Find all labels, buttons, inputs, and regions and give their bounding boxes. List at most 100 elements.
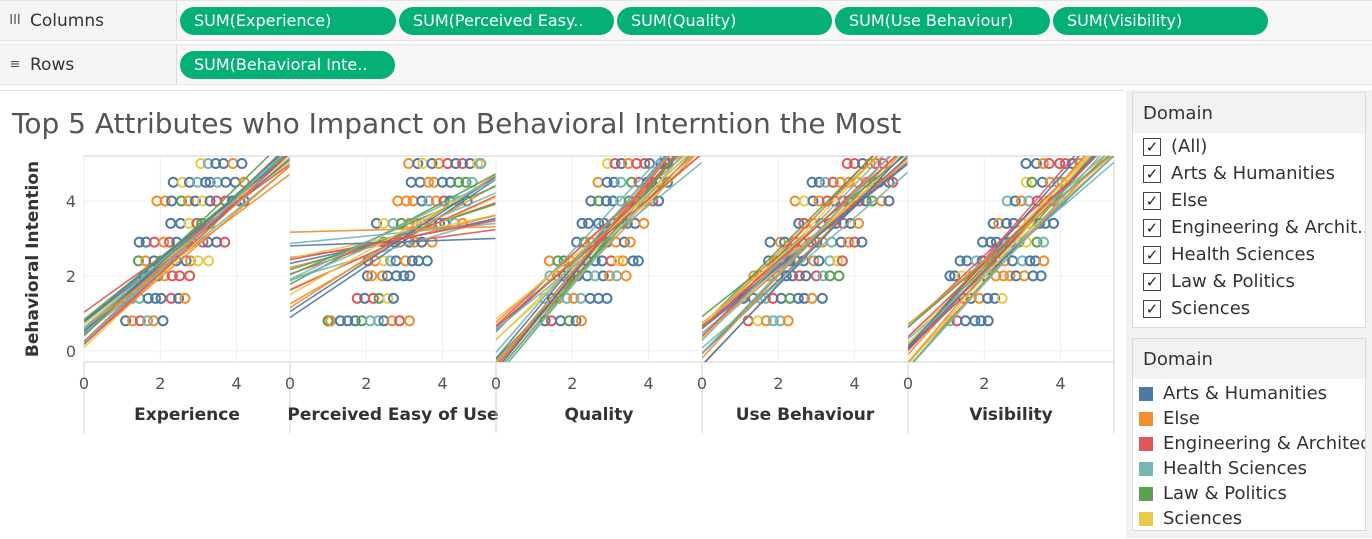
data-point[interactable]	[134, 315, 146, 327]
data-point[interactable]	[813, 255, 825, 267]
data-point[interactable]	[413, 255, 425, 267]
data-point[interactable]	[127, 315, 139, 327]
trend-line[interactable]	[290, 185, 496, 276]
legend-item[interactable]: Health Sciences	[1133, 456, 1365, 481]
data-point[interactable]	[617, 255, 629, 267]
data-point[interactable]	[615, 157, 627, 169]
data-point[interactable]	[450, 157, 462, 169]
data-point[interactable]	[760, 315, 772, 327]
data-point[interactable]	[334, 315, 346, 327]
data-point[interactable]	[184, 255, 196, 267]
trend-line[interactable]	[496, 115, 702, 353]
data-point[interactable]	[197, 195, 209, 207]
trend-line[interactable]	[702, 126, 908, 329]
checkbox[interactable]: ✓	[1143, 245, 1161, 264]
data-point[interactable]	[849, 236, 861, 248]
data-point[interactable]	[780, 270, 792, 282]
trend-line[interactable]	[84, 154, 290, 323]
data-point[interactable]	[638, 217, 650, 229]
data-point[interactable]	[400, 195, 412, 207]
trend-line[interactable]	[908, 139, 1114, 338]
data-point[interactable]	[475, 157, 487, 169]
data-point[interactable]	[639, 157, 651, 169]
data-point[interactable]	[155, 292, 167, 304]
data-point[interactable]	[378, 255, 390, 267]
data-point[interactable]	[949, 270, 961, 282]
data-point[interactable]	[563, 315, 575, 327]
data-point[interactable]	[806, 292, 818, 304]
data-point[interactable]	[597, 270, 609, 282]
data-point[interactable]	[1015, 195, 1027, 207]
data-point[interactable]	[164, 236, 176, 248]
data-point[interactable]	[453, 176, 465, 188]
data-point[interactable]	[853, 217, 865, 229]
data-point[interactable]	[816, 292, 828, 304]
data-point[interactable]	[166, 270, 178, 282]
filter-item[interactable]: ✓ (All)	[1133, 133, 1365, 160]
data-point[interactable]	[832, 255, 844, 267]
data-point[interactable]	[416, 195, 428, 207]
checkbox[interactable]: ✓	[1143, 164, 1161, 183]
filter-item[interactable]: ✓ Arts & Humanities	[1133, 160, 1365, 187]
checkbox[interactable]: ✓	[1143, 218, 1161, 237]
data-point[interactable]	[998, 270, 1010, 282]
data-point[interactable]	[406, 255, 418, 267]
data-point[interactable]	[175, 195, 187, 207]
data-point[interactable]	[808, 255, 820, 267]
data-point[interactable]	[142, 315, 154, 327]
data-point[interactable]	[1020, 157, 1032, 169]
data-point[interactable]	[403, 157, 415, 169]
data-point[interactable]	[183, 176, 195, 188]
data-point[interactable]	[545, 315, 557, 327]
data-point[interactable]	[386, 315, 398, 327]
trend-line[interactable]	[908, 128, 1114, 364]
data-point[interactable]	[376, 270, 388, 282]
legend-item[interactable]: Arts & Humanities	[1133, 381, 1365, 406]
data-point[interactable]	[1004, 270, 1016, 282]
legend-item[interactable]: Engineering & Architec..	[1133, 431, 1365, 456]
data-point[interactable]	[366, 270, 378, 282]
checkbox[interactable]: ✓	[1143, 137, 1161, 156]
trend-line[interactable]	[290, 219, 496, 261]
trend-line[interactable]	[908, 140, 1114, 368]
data-point[interactable]	[996, 292, 1008, 304]
data-point[interactable]	[1048, 217, 1060, 229]
trend-line[interactable]	[496, 112, 702, 360]
trend-line[interactable]	[84, 148, 290, 344]
data-point[interactable]	[385, 255, 397, 267]
data-point[interactable]	[798, 292, 810, 304]
data-point[interactable]	[817, 270, 829, 282]
data-point[interactable]	[807, 195, 819, 207]
data-point[interactable]	[1026, 176, 1038, 188]
data-point[interactable]	[609, 157, 621, 169]
data-point[interactable]	[165, 217, 177, 229]
data-point[interactable]	[210, 157, 222, 169]
trend-line[interactable]	[496, 131, 702, 377]
data-point[interactable]	[176, 176, 188, 188]
data-point[interactable]	[987, 217, 999, 229]
data-point[interactable]	[351, 292, 363, 304]
column-pill-perceived-easy[interactable]: SUM(Perceived Easy..	[399, 6, 614, 35]
data-point[interactable]	[422, 176, 434, 188]
data-point[interactable]	[601, 176, 613, 188]
row-pill-behavioral-intention[interactable]: SUM(Behavioral Inte..	[180, 50, 395, 79]
data-point[interactable]	[954, 255, 966, 267]
data-point[interactable]	[390, 270, 402, 282]
data-point[interactable]	[404, 270, 416, 282]
filter-item[interactable]: ✓ Engineering & Archit...	[1133, 214, 1365, 241]
legend-item[interactable]: Sciences	[1133, 506, 1365, 531]
data-point[interactable]	[592, 176, 604, 188]
data-point[interactable]	[985, 236, 997, 248]
data-point[interactable]	[612, 255, 624, 267]
trend-line[interactable]	[702, 136, 908, 355]
checkbox[interactable]: ✓	[1143, 191, 1161, 210]
data-point[interactable]	[604, 270, 616, 282]
data-point[interactable]	[810, 270, 822, 282]
data-point[interactable]	[423, 195, 435, 207]
data-point[interactable]	[1000, 217, 1012, 229]
data-point[interactable]	[982, 315, 994, 327]
legend-item[interactable]: Law & Politics	[1133, 481, 1365, 506]
data-point[interactable]	[1031, 236, 1043, 248]
data-point[interactable]	[615, 176, 627, 188]
column-pill-visibility[interactable]: SUM(Visibility)	[1053, 6, 1268, 35]
